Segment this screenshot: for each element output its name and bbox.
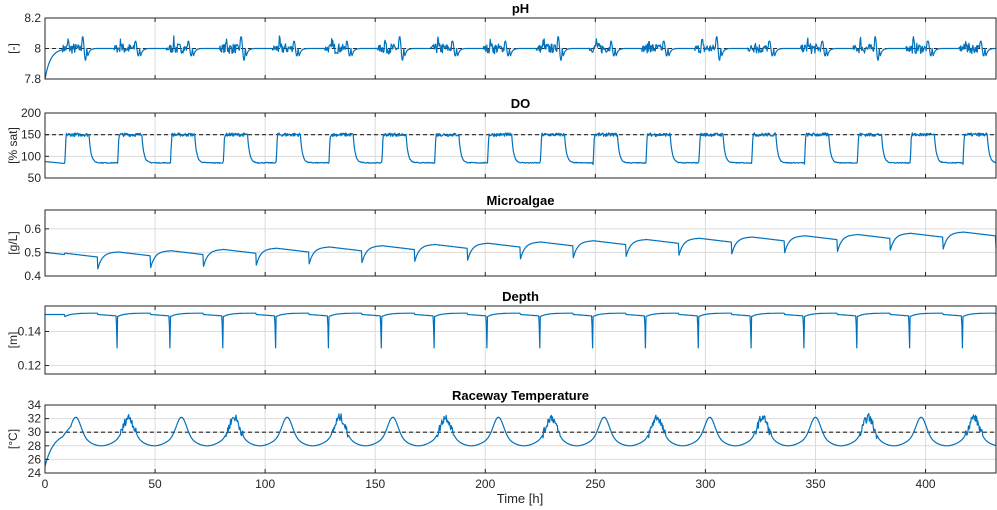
y-tick-label: 32 — [28, 412, 42, 426]
subplot-do: 50 100 150 200 DO [% sat] — [6, 96, 997, 185]
x-axis-label: Time [h] — [497, 491, 543, 506]
y-tick-label: 8 — [34, 42, 41, 56]
y-tick-label: 24 — [28, 466, 42, 480]
series-line-alg — [44, 231, 997, 270]
axes-box — [44, 209, 997, 277]
y-axis-label: [% sat] — [6, 127, 20, 164]
subplot-title: Microalgae — [487, 193, 555, 208]
y-tick-label: 30 — [28, 425, 42, 439]
x-tick-label: 400 — [916, 477, 936, 491]
x-tick-label: 50 — [148, 477, 162, 491]
y-tick-label: 50 — [28, 171, 42, 185]
series-line-do — [44, 132, 997, 166]
y-tick-label: 0.12 — [18, 359, 42, 373]
series-line-depth — [45, 312, 997, 349]
series-line-temp — [44, 412, 997, 467]
x-tick-label: 100 — [255, 477, 275, 491]
subplot-ph: 7.8 8 8.2 pH [-] — [6, 1, 997, 86]
x-tick-label: 300 — [695, 477, 715, 491]
axes-box — [44, 404, 997, 474]
x-tick-label: 200 — [475, 477, 495, 491]
y-tick-label: 28 — [28, 439, 42, 453]
y-tick-label: 0.5 — [24, 245, 41, 259]
y-axis-label: [-] — [6, 43, 20, 54]
subplot-title: Depth — [502, 289, 539, 304]
y-tick-label: 0.14 — [18, 325, 42, 339]
y-tick-label: 8.2 — [24, 11, 41, 25]
y-tick-label: 0.6 — [24, 222, 41, 236]
y-tick-label: 200 — [21, 106, 41, 120]
y-tick-label: 150 — [21, 128, 41, 142]
y-tick-label: 26 — [28, 452, 42, 466]
x-tick-label: 150 — [365, 477, 385, 491]
x-tick-label: 350 — [805, 477, 825, 491]
x-tick-label: 250 — [585, 477, 605, 491]
y-tick-label: 0.4 — [24, 269, 41, 283]
x-tick-label: 0 — [42, 477, 49, 491]
y-axis-label: [°C] — [6, 429, 20, 449]
subplot-title: Raceway Temperature — [452, 388, 589, 403]
axes-box — [44, 305, 997, 375]
subplot-alg: 0.4 0.5 0.6 Microalgae [g/L] — [6, 193, 997, 283]
y-axis-label: [g/L] — [6, 231, 20, 254]
axes-box — [44, 112, 997, 179]
y-tick-label: 100 — [21, 149, 41, 163]
y-axis-label: [m] — [6, 332, 20, 349]
y-tick-label: 7.8 — [24, 72, 41, 86]
series-line-ph — [44, 35, 996, 80]
subplot-title: DO — [511, 96, 531, 111]
subplot-title: pH — [512, 1, 529, 16]
subplot-depth: 0.12 0.14 Depth [m] — [6, 289, 997, 375]
y-tick-label: 34 — [28, 398, 42, 412]
